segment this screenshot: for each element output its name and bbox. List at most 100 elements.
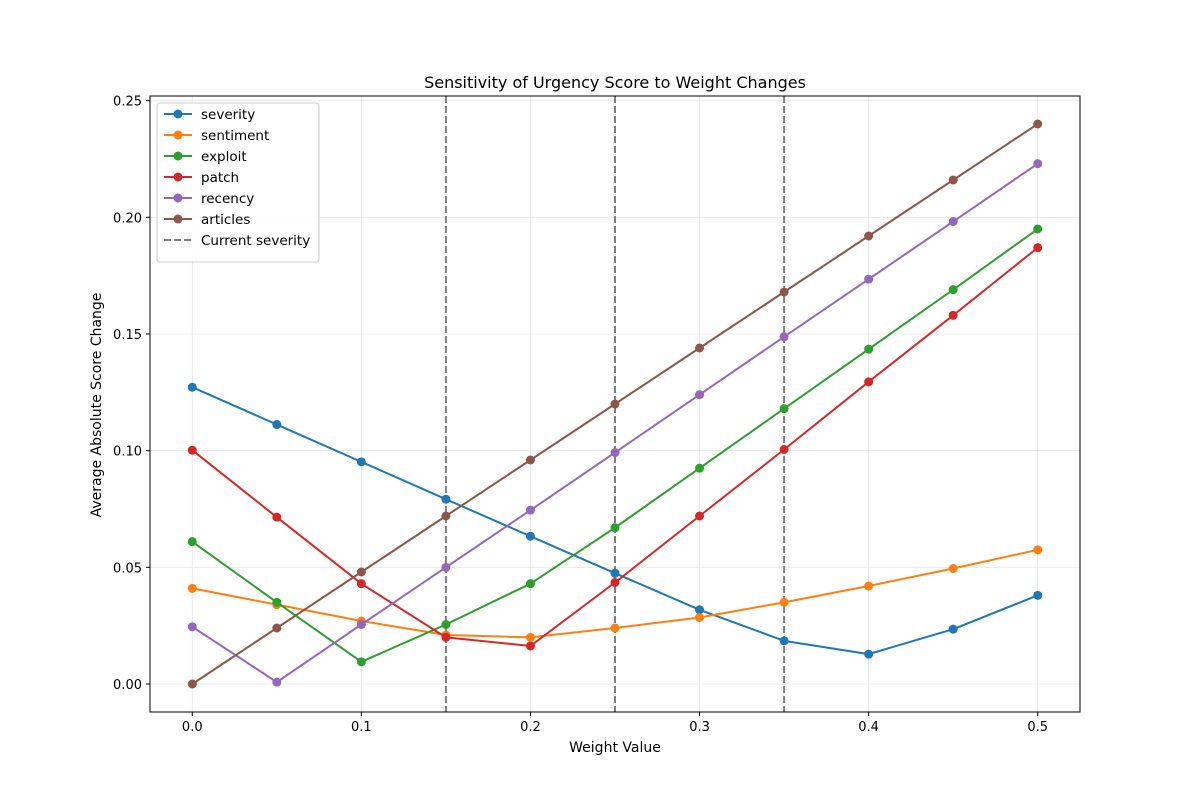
series-patch — [187, 243, 1043, 651]
severity-point — [356, 457, 366, 467]
recency-point — [356, 620, 366, 629]
recency-point — [525, 505, 535, 515]
patch-point — [695, 511, 705, 521]
y-axis-title: Average Absolute Score Change — [89, 293, 105, 518]
legend-label-recency: recency — [201, 191, 254, 207]
legend-label-sentiment: sentiment — [201, 128, 269, 144]
exploit-point — [441, 620, 451, 629]
reference-lines — [444, 96, 786, 712]
articles-point — [525, 455, 535, 465]
sentiment-point — [525, 632, 535, 642]
x-axis-title: Weight Value — [569, 740, 661, 756]
articles-point — [272, 623, 282, 633]
exploit-point — [525, 579, 535, 589]
sentiment-point — [1033, 545, 1043, 555]
legend-label-severity: severity — [201, 107, 255, 123]
series-articles — [187, 119, 1043, 689]
exploit-point — [864, 344, 874, 354]
series-recency — [187, 159, 1043, 687]
legend-marker-articles — [173, 214, 183, 224]
y-axis-ticks: 0.00 0.05 0.10 0.15 0.20 0.25 — [113, 95, 150, 693]
articles-point — [187, 679, 197, 689]
exploit-point — [948, 285, 958, 295]
patch-point — [441, 632, 451, 642]
articles-point — [441, 511, 451, 521]
chart-title: Sensitivity of Urgency Score to Weight C… — [424, 73, 806, 92]
y-tick-label: 0.10 — [113, 445, 142, 460]
patch-point — [610, 578, 620, 587]
x-tick-label: 0.2 — [520, 720, 541, 735]
sentiment-point — [695, 613, 705, 622]
severity-point — [948, 624, 958, 634]
legend-marker-recency — [173, 193, 183, 203]
exploit-point — [610, 523, 620, 533]
exploit-point — [779, 404, 789, 414]
patch-point — [1033, 243, 1043, 253]
articles-point — [864, 231, 874, 241]
exploit-point — [187, 537, 197, 547]
recency-point — [441, 562, 451, 572]
patch-point — [948, 310, 958, 320]
recency-point — [864, 274, 874, 284]
recency-point — [948, 217, 958, 227]
series-severity — [187, 382, 1043, 659]
sentiment-point — [610, 623, 620, 633]
patch-point — [187, 445, 197, 455]
legend: severity sentiment exploit patch recency arti… — [156, 102, 320, 263]
series-exploit — [187, 224, 1043, 667]
sentiment-point — [779, 597, 789, 607]
severity-point — [441, 494, 451, 504]
recency-point — [779, 332, 789, 342]
articles-point — [948, 175, 958, 185]
sentiment-point — [864, 581, 874, 591]
severity-point — [610, 568, 620, 578]
exploit-point — [695, 463, 705, 473]
severity-point — [525, 531, 535, 541]
legend-marker-patch — [173, 172, 183, 182]
severity-point — [779, 636, 789, 646]
legend-box — [156, 102, 320, 263]
legend-marker-exploit — [173, 151, 183, 161]
severity-point — [1033, 590, 1043, 600]
articles-point — [1033, 119, 1043, 129]
x-tick-label: 0.1 — [351, 720, 372, 735]
articles-point — [779, 287, 789, 297]
y-tick-label: 0.00 — [113, 678, 142, 693]
articles-point — [356, 567, 366, 577]
sentiment-point — [948, 564, 958, 573]
x-tick-label: 0.0 — [182, 720, 203, 735]
patch-point — [864, 377, 874, 387]
severity-point — [272, 420, 282, 430]
patch-point — [272, 512, 282, 522]
recency-point — [187, 622, 197, 632]
x-axis-ticks: 0.0 0.1 0.2 0.3 0.4 0.5 — [182, 712, 1048, 735]
x-tick-label: 0.3 — [689, 720, 710, 735]
y-tick-label: 0.15 — [113, 328, 142, 343]
severity-point — [187, 382, 197, 392]
severity-point — [864, 649, 874, 659]
recency-point — [1033, 159, 1043, 169]
exploit-point — [356, 657, 366, 667]
recency-point — [272, 677, 282, 687]
articles-point — [695, 343, 705, 353]
severity-point — [695, 605, 705, 615]
patch-point — [525, 641, 535, 651]
articles-point — [610, 399, 620, 409]
patch-point — [779, 445, 789, 454]
recency-point — [695, 390, 705, 400]
legend-label-patch: patch — [201, 170, 239, 186]
exploit-point — [1033, 224, 1043, 234]
y-tick-label: 0.05 — [113, 561, 142, 576]
legend-label-articles: articles — [201, 212, 250, 228]
y-tick-label: 0.25 — [113, 95, 142, 110]
exploit-point — [272, 597, 282, 607]
series-group — [187, 119, 1043, 689]
x-tick-label: 0.5 — [1027, 720, 1048, 735]
sentiment-point — [187, 583, 197, 593]
legend-label-current-severity: Current severity — [201, 233, 310, 249]
legend-marker-severity — [173, 109, 183, 119]
legend-label-exploit: exploit — [201, 149, 247, 165]
patch-point — [356, 579, 366, 589]
recency-point — [610, 448, 620, 458]
